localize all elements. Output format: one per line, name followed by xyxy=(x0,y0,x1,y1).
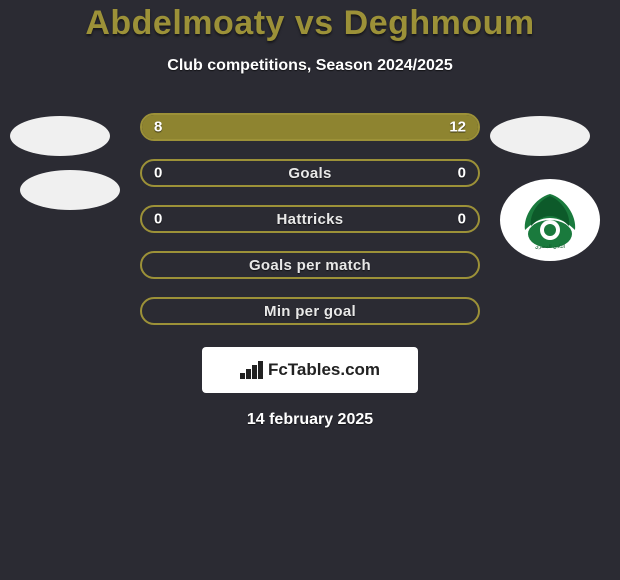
stat-row: 0 0 Hattricks xyxy=(140,205,480,233)
player-right-avatar xyxy=(490,116,590,156)
eagle-icon: النادي المصري xyxy=(515,188,585,252)
page-title: Abdelmoaty vs Deghmoum xyxy=(0,4,620,43)
fctables-badge: FcTables.com xyxy=(202,347,418,393)
stat-value-left: 8 xyxy=(154,119,162,136)
bar-chart-bar xyxy=(252,365,257,379)
bar-chart-bar xyxy=(246,369,251,379)
player-left-avatar-2 xyxy=(20,170,120,210)
stat-label: Goals xyxy=(288,165,331,182)
stat-value-right: 12 xyxy=(449,119,466,136)
stat-row: 0 0 Goals xyxy=(140,159,480,187)
infographic-root: Abdelmoaty vs Deghmoum Club competitions… xyxy=(0,0,620,580)
stat-fill-right xyxy=(276,115,478,139)
page-subtitle: Club competitions, Season 2024/2025 xyxy=(0,57,620,75)
infographic-date: 14 february 2025 xyxy=(0,411,620,429)
stat-row: Min per goal xyxy=(140,297,480,325)
club-right-badge: النادي المصري xyxy=(500,179,600,261)
stat-row: 812Matches xyxy=(140,113,480,141)
bar-chart-bar xyxy=(240,373,245,379)
stat-value-left: 0 xyxy=(154,165,162,182)
player-left-avatar-1 xyxy=(10,116,110,156)
stat-value-right: 0 xyxy=(458,165,466,182)
stat-value-left: 0 xyxy=(154,211,162,228)
club-label-ar: النادي المصري xyxy=(535,244,565,250)
fctables-label: FcTables.com xyxy=(268,360,380,380)
stat-label: Hattricks xyxy=(277,211,344,228)
stat-value-right: 0 xyxy=(458,211,466,228)
bar-chart-icon xyxy=(240,361,262,379)
stat-label: Goals per match xyxy=(249,257,371,274)
bar-chart-bar xyxy=(258,361,263,379)
stat-label: Min per goal xyxy=(264,303,356,320)
stat-row: Goals per match xyxy=(140,251,480,279)
